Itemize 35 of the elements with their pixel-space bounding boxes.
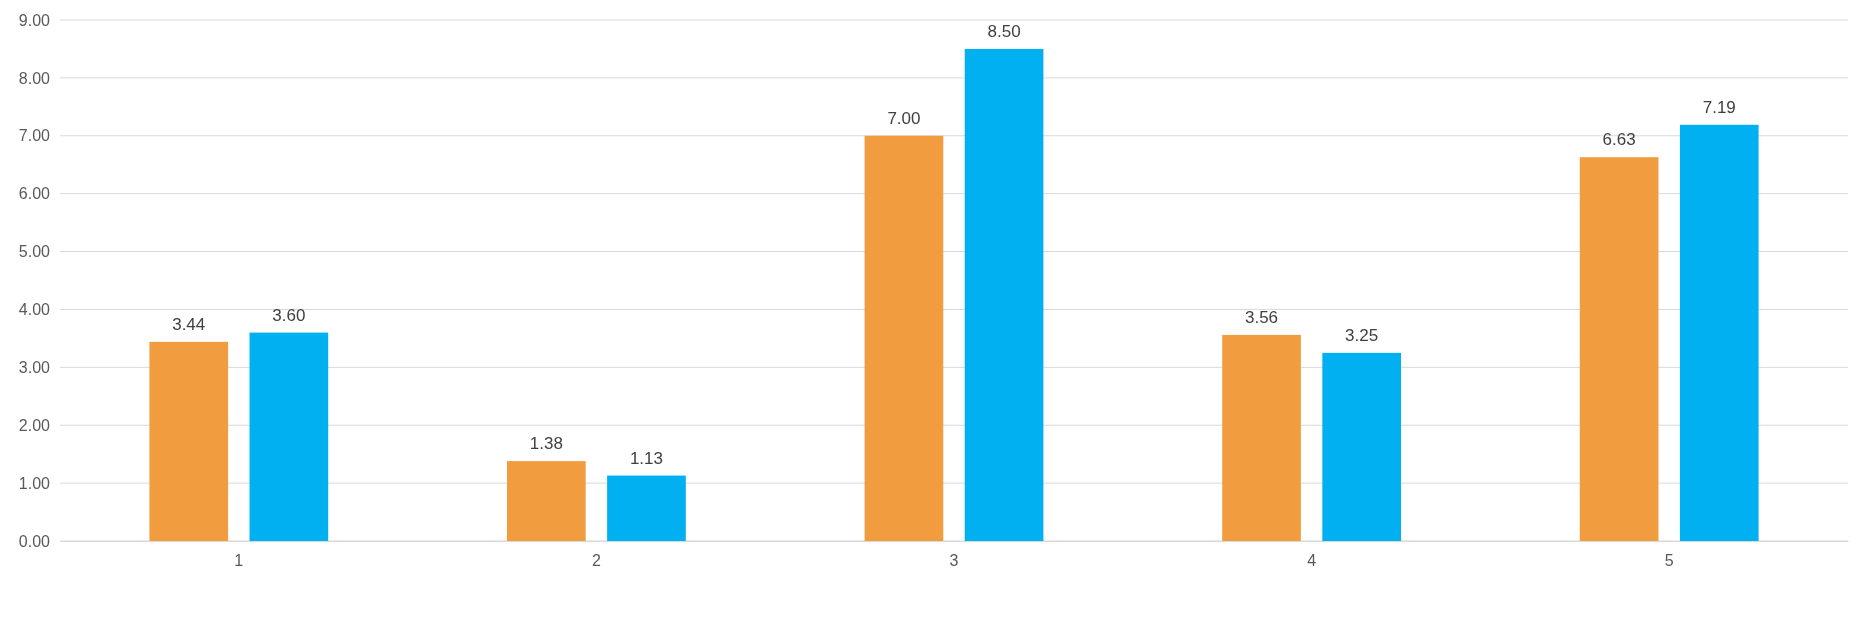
data-label: 3.60 bbox=[272, 305, 306, 325]
bar bbox=[607, 475, 686, 541]
bar bbox=[1322, 352, 1401, 541]
data-label: 3.25 bbox=[1345, 325, 1379, 345]
y-tick-label: 5.00 bbox=[18, 243, 51, 261]
y-tick-label: 8.00 bbox=[18, 69, 51, 87]
data-label: 3.56 bbox=[1244, 307, 1279, 327]
y-tick-label: 6.00 bbox=[18, 185, 51, 203]
x-tick-label: 5 bbox=[1664, 552, 1674, 570]
bar bbox=[1579, 157, 1659, 541]
data-label: 8.50 bbox=[987, 21, 1021, 41]
y-tick-label: 1.00 bbox=[18, 474, 51, 492]
data-label: 6.63 bbox=[1602, 130, 1636, 150]
x-tick-label: 3 bbox=[949, 552, 959, 570]
x-tick-label: 2 bbox=[591, 552, 601, 570]
y-tick-label: 3.00 bbox=[18, 358, 51, 376]
bar bbox=[1222, 334, 1301, 541]
bar bbox=[507, 461, 586, 541]
y-tick-label: 0.00 bbox=[18, 532, 51, 550]
data-label: 1.38 bbox=[529, 434, 563, 454]
bar bbox=[249, 332, 329, 541]
bar bbox=[964, 48, 1044, 541]
y-tick-label: 4.00 bbox=[18, 301, 51, 319]
data-label: 7.19 bbox=[1702, 97, 1736, 117]
data-label: 7.00 bbox=[887, 108, 921, 128]
y-tick-label: 9.00 bbox=[18, 11, 51, 29]
x-tick-label: 4 bbox=[1307, 552, 1317, 570]
bar bbox=[864, 135, 944, 541]
bar bbox=[1679, 124, 1759, 541]
bar bbox=[149, 341, 229, 541]
x-tick-label: 1 bbox=[234, 552, 244, 570]
data-label: 1.13 bbox=[629, 448, 664, 468]
y-tick-label: 7.00 bbox=[18, 127, 51, 145]
data-label: 3.44 bbox=[172, 314, 206, 334]
y-tick-label: 2.00 bbox=[18, 416, 51, 434]
